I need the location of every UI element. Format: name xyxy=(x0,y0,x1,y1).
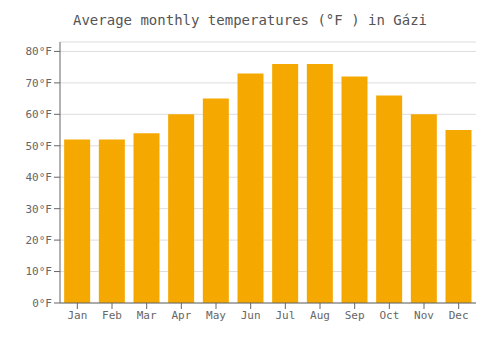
svg-text:Nov: Nov xyxy=(414,309,434,322)
svg-text:50°F: 50°F xyxy=(26,140,53,153)
svg-text:80°F: 80°F xyxy=(26,45,53,58)
svg-text:Apr: Apr xyxy=(171,309,191,322)
svg-text:Feb: Feb xyxy=(102,309,122,322)
svg-text:70°F: 70°F xyxy=(26,77,53,90)
svg-text:Oct: Oct xyxy=(379,309,399,322)
svg-text:Dec: Dec xyxy=(449,309,469,322)
svg-text:30°F: 30°F xyxy=(26,203,53,216)
svg-text:Jul: Jul xyxy=(275,309,295,322)
html-text:Average monthly temperatures (: Average monthly temperatures (°F ) in Gá… xyxy=(73,12,427,28)
svg-text:May: May xyxy=(206,309,226,322)
svg-text:40°F: 40°F xyxy=(26,171,53,184)
svg-text:Jan: Jan xyxy=(67,309,87,322)
svg-text:60°F: 60°F xyxy=(26,108,53,121)
svg-text:Mar: Mar xyxy=(137,309,157,322)
svg-text:10°F: 10°F xyxy=(26,265,53,278)
svg-text:Jun: Jun xyxy=(241,309,261,322)
svg-text:Sep: Sep xyxy=(345,309,365,322)
svg-text:Aug: Aug xyxy=(310,309,330,322)
svg-text:0°F: 0°F xyxy=(32,297,52,310)
svg-text:20°F: 20°F xyxy=(26,234,53,247)
